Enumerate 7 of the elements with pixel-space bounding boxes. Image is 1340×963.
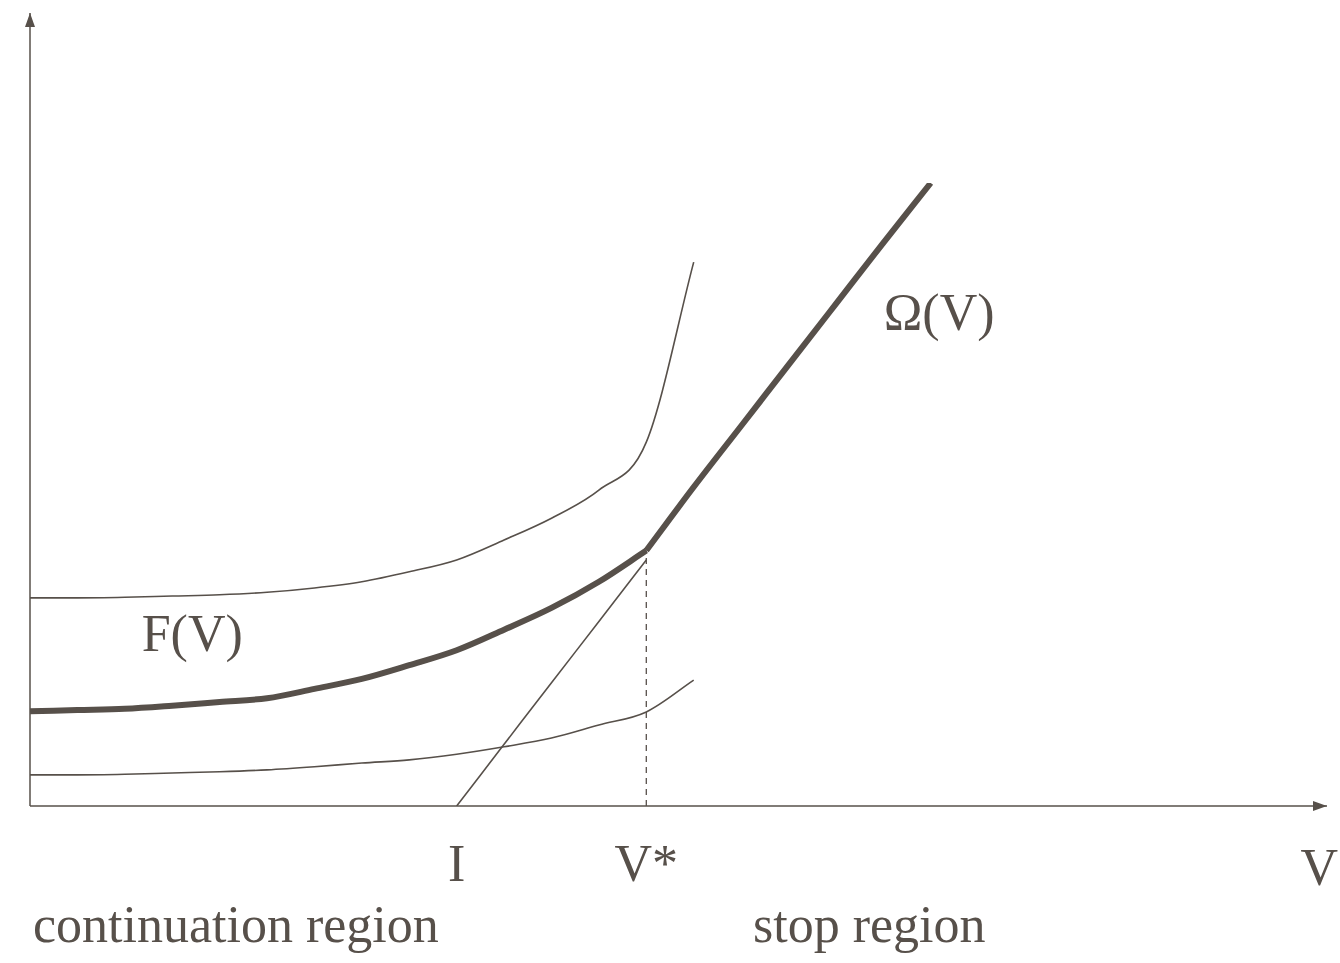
x-tick-label: V*: [614, 834, 679, 892]
text: continuation region: [33, 895, 439, 954]
x-tick-label: I: [448, 834, 466, 892]
text: stop region: [753, 895, 986, 954]
series-label: Ω(V): [883, 284, 995, 343]
x-axis-title: V: [1300, 839, 1338, 896]
series-label: F(V): [141, 604, 243, 663]
